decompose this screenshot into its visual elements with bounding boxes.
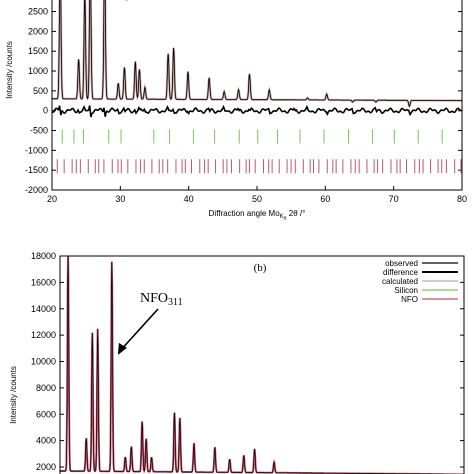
- x-axis-label-main: Diffraction angle Mo: [209, 209, 281, 218]
- panel-a-x-tick-labels: 20 30 40 50 60 70 80: [47, 194, 467, 204]
- x-tick-label: 40: [184, 194, 194, 204]
- x-tick-label: 80: [457, 194, 467, 204]
- panel-b-y-tick-labels: 18000 16000 14000 12000 10000 8000 6000 4000 200…: [31, 251, 56, 472]
- y-tick-label: -2000: [25, 185, 48, 195]
- y-tick-label: 1500: [28, 46, 48, 56]
- x-axis-label-subsub: α: [284, 216, 287, 222]
- panel-b-y-axis-label: Intensity /counts: [9, 366, 18, 424]
- legend-label-observed: observed: [385, 259, 418, 268]
- y-tick-label: 2500: [28, 7, 48, 17]
- legend: observed difference calculated Silicon N…: [382, 259, 458, 304]
- legend-label-difference: difference: [383, 268, 419, 277]
- arrow-head: [117, 342, 127, 355]
- nfo-annotation-text: NFO: [140, 291, 168, 306]
- legend-swatches: [422, 262, 458, 300]
- y-tick-label: 18000: [31, 251, 56, 261]
- y-tick-label: 6000: [36, 409, 56, 419]
- calculated-series-line: [52, 0, 462, 109]
- y-tick-label: 1000: [28, 66, 48, 76]
- x-tick-label: 20: [47, 194, 57, 204]
- y-tick-label: 2000: [28, 26, 48, 36]
- panel-b-label: (b): [254, 262, 267, 274]
- legend-label-calculated: calculated: [382, 277, 418, 286]
- y-tick-label: -500: [30, 126, 48, 136]
- y-tick-label: -1000: [25, 145, 48, 155]
- y-tick-label: 500: [33, 86, 48, 96]
- y-tick-label: 14000: [31, 304, 56, 314]
- observed-series-line: [52, 0, 462, 108]
- arrow-annotation-icon: [117, 308, 159, 355]
- legend-label-nfo: NFO: [401, 295, 418, 304]
- panel-a-series: [52, 0, 462, 118]
- y-tick-label: 16000: [31, 277, 56, 287]
- chart-panel-a: 25002000150010005000-500-1000-1500-2000 …: [5, 0, 467, 222]
- x-axis-label-suffix: 2θ /°: [287, 209, 306, 218]
- panel-a-plot-frame: [51, 0, 463, 191]
- y-tick-label: 4000: [36, 436, 56, 446]
- y-tick-label: 10000: [31, 357, 56, 367]
- panel-b-plot-frame: [59, 255, 465, 474]
- difference-series-line: [52, 104, 462, 118]
- x-tick-label: 70: [389, 194, 399, 204]
- y-tick-label: 2000: [36, 462, 56, 472]
- x-tick-label: 50: [252, 194, 262, 204]
- x-tick-label: 30: [115, 194, 125, 204]
- nfo311-annotation: NFO311: [140, 291, 183, 308]
- nfo-annotation-sub: 311: [168, 297, 183, 308]
- y-tick-label: 8000: [36, 383, 56, 393]
- chart-panel-b: 18000 16000 14000 12000 10000 8000 6000 4000 200…: [9, 251, 465, 474]
- y-tick-label: 0: [43, 106, 48, 116]
- arrow-shaft: [120, 308, 159, 351]
- panel-a-y-axis-label: Intensity /counts: [5, 41, 14, 99]
- panel-a-reflection-ticks: [56, 129, 462, 174]
- panel-a-x-axis-label: Diffraction angle MoKα 2θ /°: [209, 209, 306, 222]
- panel-a-y-tick-labels: 2500 2000 1500 1000 500 0 -500 -1000 -1500 -2000: [25, 7, 48, 195]
- y-tick-label: -1500: [25, 165, 48, 175]
- x-tick-label: 60: [320, 194, 330, 204]
- x-axis-label-sub: K: [280, 214, 284, 220]
- legend-label-silicon: Silicon: [394, 286, 418, 295]
- y-tick-label: 12000: [31, 330, 56, 340]
